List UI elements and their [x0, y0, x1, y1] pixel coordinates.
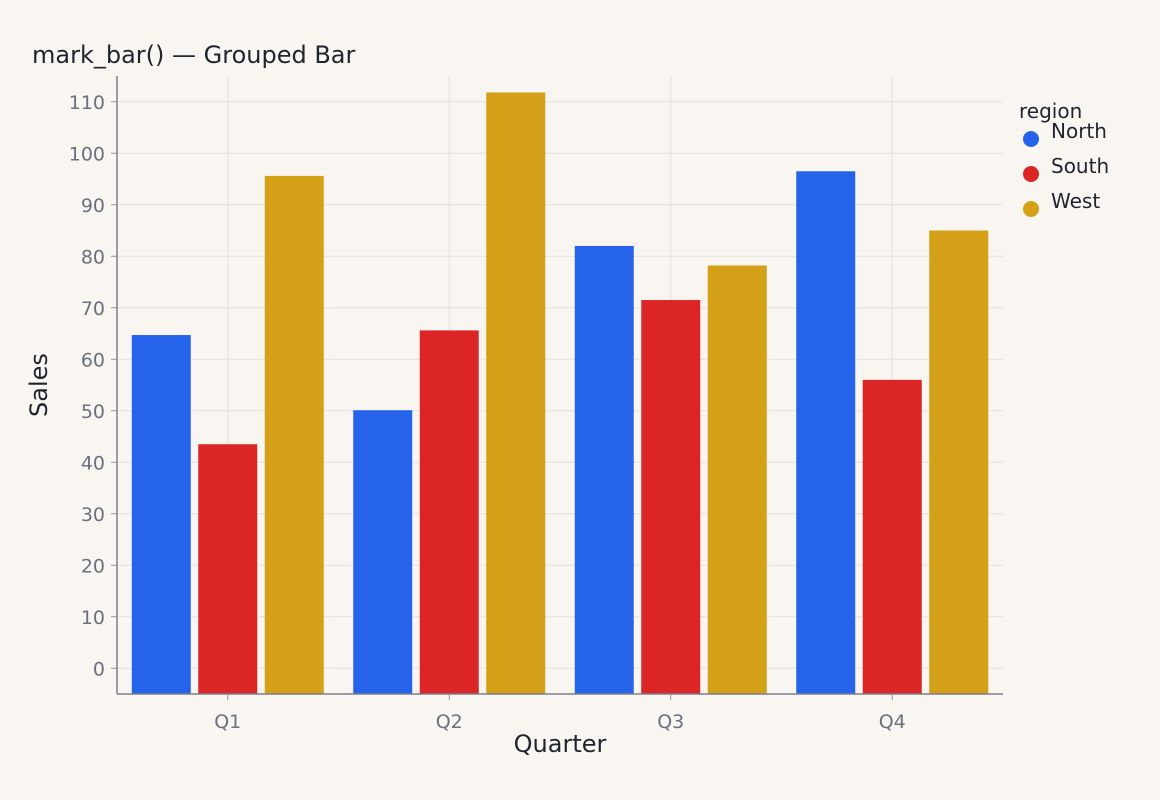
y-tick-label: 80 [81, 246, 105, 268]
bar-south-q2 [419, 330, 479, 694]
y-axis-title: Sales [25, 353, 53, 417]
y-tick-label: 20 [81, 555, 105, 577]
bar-south-q1 [198, 444, 258, 694]
legend-title: region [1019, 99, 1082, 123]
y-tick-label: 100 [69, 143, 105, 165]
y-tick-label: 60 [81, 349, 105, 371]
y-tick-label: 30 [81, 504, 105, 526]
y-tick-label: 50 [81, 401, 105, 423]
bar-north-q1 [131, 335, 191, 694]
y-tick-label: 0 [93, 658, 105, 680]
x-tick-label: Q4 [879, 711, 906, 733]
legend-swatch-north [1023, 131, 1039, 147]
x-axis-ticks: Q1 Q2 Q3 Q4 [214, 694, 906, 733]
legend-label-north: North [1051, 119, 1107, 143]
x-axis-title: Quarter [514, 730, 607, 758]
bars-group [131, 92, 989, 695]
y-axis-ticks: 0 10 20 30 40 50 60 70 80 90 100 110 [69, 92, 117, 680]
y-tick-label: 90 [81, 195, 105, 217]
bar-north-q4 [796, 171, 856, 694]
bar-south-q3 [641, 300, 701, 694]
legend: region North South West [1019, 99, 1109, 217]
x-tick-label: Q3 [657, 711, 684, 733]
y-tick-label: 110 [69, 92, 105, 114]
chart-title: mark_bar() — Grouped Bar [32, 41, 356, 69]
x-tick-label: Q2 [436, 711, 463, 733]
bar-north-q2 [353, 410, 413, 694]
legend-label-south: South [1051, 154, 1109, 178]
bar-west-q4 [929, 230, 989, 694]
y-tick-label: 40 [81, 452, 105, 474]
x-tick-label: Q1 [214, 711, 241, 733]
bar-north-q3 [574, 245, 634, 694]
legend-label-west: West [1051, 189, 1100, 213]
axes [116, 76, 1003, 695]
y-tick-label: 10 [81, 607, 105, 629]
legend-swatch-south [1023, 166, 1039, 182]
y-tick-label: 70 [81, 298, 105, 320]
bar-west-q1 [264, 175, 324, 694]
bar-west-q3 [707, 265, 767, 694]
bar-west-q2 [486, 92, 546, 695]
legend-swatch-west [1023, 201, 1039, 217]
bar-south-q4 [862, 379, 922, 694]
